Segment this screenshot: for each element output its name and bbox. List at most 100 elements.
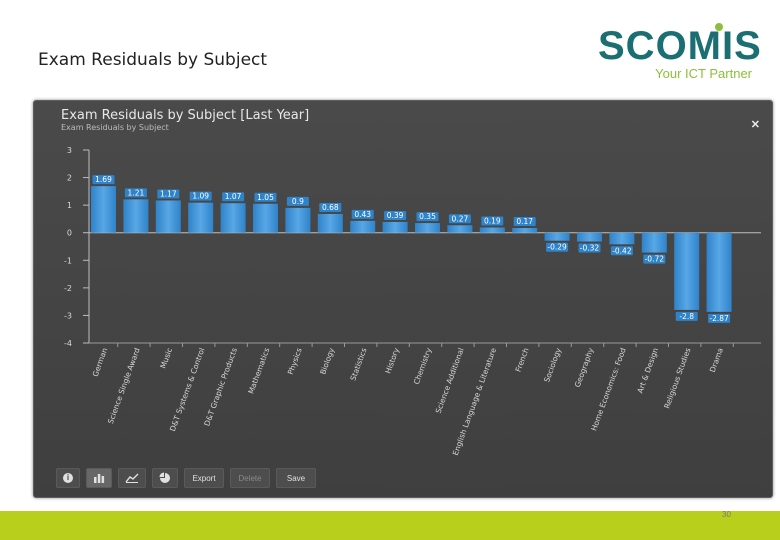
export-button[interactable]: Export (184, 468, 224, 488)
data-label-box (319, 202, 342, 212)
y-tick-label: 3 (67, 146, 72, 155)
data-label-box (708, 313, 731, 323)
bar (512, 228, 538, 233)
category-label: Physics (286, 347, 304, 376)
bar (674, 232, 700, 310)
bar-chart-icon (94, 474, 105, 483)
data-label-box (513, 217, 536, 227)
chart-toolbar: i Export Delete Save (56, 467, 316, 489)
bar (188, 202, 214, 233)
data-label: 0.27 (452, 214, 469, 223)
category-label: French (514, 346, 531, 373)
pie-chart-icon (159, 472, 170, 483)
y-tick-label: 0 (67, 229, 72, 238)
data-label: 1.09 (192, 192, 209, 201)
pie-chart-button[interactable] (152, 468, 178, 488)
data-label: 0.19 (484, 216, 501, 225)
data-label: 1.17 (160, 189, 177, 198)
data-label: 0.43 (354, 210, 371, 219)
data-label-box (546, 242, 569, 252)
bar (447, 225, 473, 233)
data-label-box (481, 216, 504, 226)
category-label: D&T Graphic Products (202, 347, 239, 428)
category-label: Sociology (542, 346, 563, 383)
data-label-box (384, 210, 407, 220)
bar-chart: 3 2 1 0 -1 -2 -3 -4 1.69 German 1.21 Science Single… (64, 146, 761, 457)
info-icon: i (63, 473, 73, 483)
data-label-box (286, 196, 309, 206)
category-label: Geography (573, 346, 596, 389)
bar (706, 232, 732, 312)
bar (382, 221, 408, 233)
data-label-box (92, 175, 115, 185)
data-label-box (578, 243, 601, 253)
data-label: -0.32 (580, 244, 600, 253)
bar (317, 213, 343, 233)
category-label: Statistics (348, 347, 368, 382)
category-label: Home Economics: Food (589, 346, 628, 432)
category-label: Art & Design (635, 346, 660, 394)
logo-dot-icon (715, 23, 723, 31)
data-label-box (416, 212, 439, 222)
logo-word: SCOMIS (598, 24, 762, 68)
bar (350, 220, 376, 233)
category-label: Religious Studies (662, 347, 692, 410)
category-label: D&T Systems & Control (168, 347, 207, 433)
bar-chart-button[interactable] (86, 468, 112, 488)
bar (285, 207, 311, 233)
page-title: Exam Residuals by Subject (38, 50, 268, 70)
bar (609, 232, 635, 245)
y-tick-label: -2 (64, 284, 72, 293)
bar (123, 199, 149, 233)
data-label: 1.07 (225, 192, 242, 201)
bar (577, 232, 602, 242)
data-label: 0.9 (292, 197, 304, 206)
bar (91, 186, 116, 233)
data-label-box (610, 246, 633, 256)
info-button[interactable]: i (56, 468, 80, 488)
bar (479, 227, 505, 233)
data-label-box (675, 311, 698, 321)
category-label: Science Single Award (106, 346, 142, 425)
y-tick-label: 2 (67, 174, 72, 183)
line-chart-icon (125, 473, 139, 483)
data-label: 0.17 (516, 217, 533, 226)
save-button[interactable]: Save (276, 468, 316, 488)
data-label-box (448, 214, 471, 224)
panel-subtitle: Exam Residuals by Subject (61, 123, 169, 132)
bar (544, 232, 570, 241)
y-tick-label: -4 (64, 339, 72, 348)
bar (220, 203, 246, 233)
y-tick-label: -3 (64, 311, 72, 320)
data-label: 0.68 (322, 203, 339, 212)
category-label: Science Additional (434, 347, 466, 415)
bar (253, 203, 278, 233)
data-label-box (189, 191, 212, 201)
bar (641, 232, 667, 253)
category-label: Drama (708, 347, 725, 374)
data-label: 1.21 (128, 188, 145, 197)
data-label: -0.29 (547, 243, 567, 252)
close-icon[interactable]: ✕ (750, 119, 760, 131)
delete-button[interactable]: Delete (230, 468, 270, 488)
data-label: 1.69 (95, 175, 112, 184)
panel-title: Exam Residuals by Subject [Last Year] (61, 108, 310, 123)
category-label: German (91, 346, 110, 378)
category-label: Chemistry (412, 346, 434, 386)
chart-panel: Exam Residuals by Subject [Last Year] Ex… (33, 100, 773, 498)
bar (155, 200, 181, 233)
y-tick-label: 1 (67, 201, 72, 210)
data-label: 0.39 (387, 211, 404, 220)
line-chart-button[interactable] (118, 468, 146, 488)
data-label: 0.35 (419, 212, 436, 221)
data-label-box (157, 189, 180, 199)
data-label: -2.87 (709, 314, 729, 323)
data-label: 1.05 (257, 193, 274, 202)
category-label: Biology (318, 346, 336, 376)
data-label-box (351, 209, 374, 219)
data-label-box (124, 188, 147, 198)
footer-bar (0, 511, 780, 540)
category-label: Music (158, 347, 174, 370)
data-label: -0.72 (645, 255, 665, 264)
data-label: -2.8 (679, 312, 694, 321)
